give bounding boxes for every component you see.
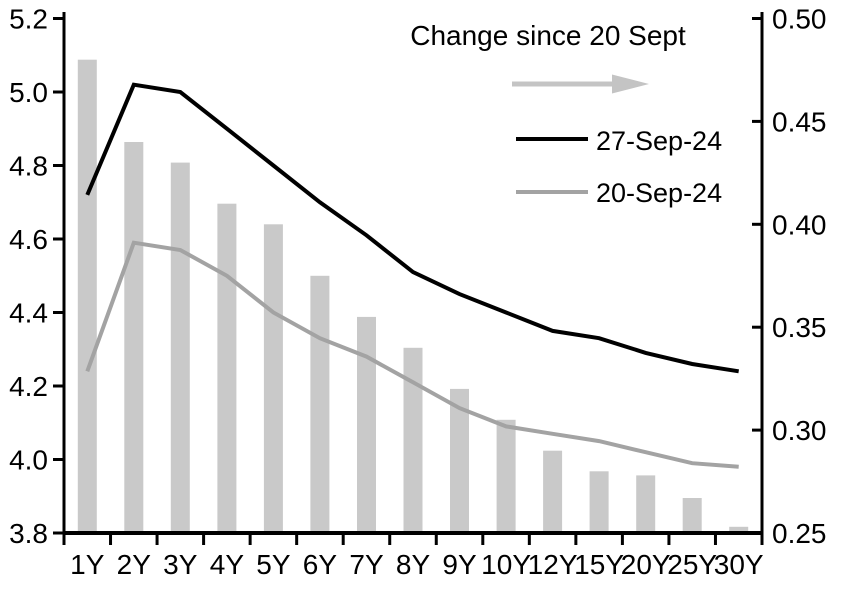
bar-9y [450,388,469,533]
line-20-sep-24 [85,240,739,469]
y-axis-left-tick-label: 5.0 [9,77,48,108]
bar-25y [682,498,702,533]
y-axis-left-tick-label: 4.6 [9,224,48,255]
bar-15y [589,471,609,533]
legend-label-27-sep-24: 27-Sep-24 [596,126,723,156]
x-axis-tick-label: 7Y [349,549,384,580]
legend-label-20-sep-24: 20-Sep-24 [596,178,723,208]
bar-4y [217,203,237,533]
right-arrow-icon [512,74,649,94]
y-axis-right-tick-label: 0.45 [772,106,827,137]
x-axis-tick-label: 5Y [256,549,291,580]
bar-10y [496,419,516,533]
x-axis-tick-label: 25Y [667,549,717,580]
x-axis-tick-label: 3Y [163,549,198,580]
x-axis-tick-label: 20Y [621,549,671,580]
x-axis-tick-label: 6Y [303,549,338,580]
arrow-head [612,74,649,94]
y-axis-right-tick-label: 0.25 [772,518,827,549]
bar-20y [636,475,656,533]
y-axis-left-tick-label: 4.4 [9,298,48,329]
legend-line-sample-27-sep-24 [516,137,588,141]
bar-3y [170,162,190,533]
bar-5y [263,224,283,534]
x-axis-tick-label: 15Y [574,549,624,580]
y-axis-left-tick-label: 4.0 [9,445,48,476]
bar-1y [77,59,97,533]
x-axis-tick-label: 8Y [396,549,431,580]
y-axis-left-tick-label: 3.8 [9,518,48,549]
y-axis-left-tick-label: 4.8 [9,151,48,182]
y-axis-left-tick-label: 4.2 [9,371,48,402]
bar-12y [543,450,563,533]
bar-8y [403,347,423,533]
arrow-shaft [512,81,616,87]
x-axis-tick-label: 12Y [528,549,578,580]
line-27-sep-24 [85,82,740,374]
x-axis-tick-label: 10Y [481,549,531,580]
bar-2y [124,142,144,533]
y-axis-left-tick-label: 5.2 [9,4,48,35]
y-axis-right-tick-label: 0.50 [772,4,827,35]
bar-30y [729,526,749,533]
bar-7y [357,316,376,533]
x-axis-tick-label: 2Y [117,549,152,580]
y-axis-right-tick-label: 0.30 [772,415,827,446]
y-axis-right-tick-label: 0.40 [772,209,827,240]
x-axis-tick-label: 1Y [70,549,105,580]
y-axis-right-tick-label: 0.35 [772,312,827,343]
x-axis-tick-label: 4Y [210,549,245,580]
legend-line-sample-20-sep-24 [516,190,588,194]
bar-6y [310,275,330,534]
x-axis-tick-label: 9Y [442,549,477,580]
legend-title-change-since-20-sept: Change since 20 Sept [410,20,686,51]
x-axis-tick-label: 30Y [714,549,764,580]
